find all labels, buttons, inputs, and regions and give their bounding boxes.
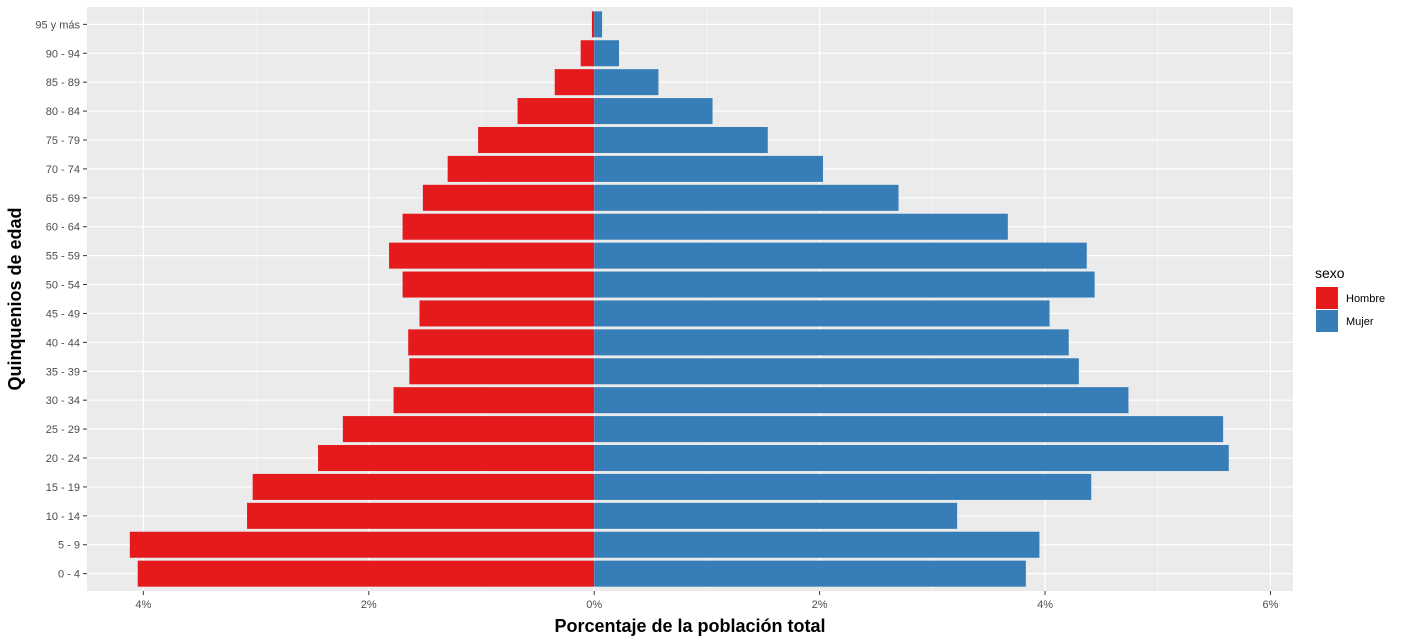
- y-tick-label: 15 - 19: [46, 482, 80, 494]
- bar-mujer: [594, 242, 1087, 269]
- bar-hombre: [342, 416, 595, 443]
- bar-mujer: [594, 531, 1040, 558]
- bar-hombre: [422, 184, 595, 211]
- y-tick-label: 85 - 89: [46, 77, 80, 89]
- bar-mujer: [594, 155, 823, 182]
- x-tick-label: 2%: [361, 599, 377, 611]
- bar-mujer: [594, 445, 1229, 472]
- bar-hombre: [252, 473, 595, 500]
- bars: [129, 11, 1229, 587]
- bar-hombre: [402, 271, 595, 298]
- y-axis: 0 - 4 5 - 9 10 - 14 15 - 19 20 - 24 25 - 29 30…: [35, 19, 87, 581]
- bar-hombre: [580, 40, 595, 67]
- y-tick-label: 40 - 44: [46, 337, 80, 349]
- bar-hombre: [554, 69, 595, 96]
- bar-hombre: [591, 11, 595, 38]
- bar-mujer: [594, 502, 958, 529]
- y-tick-label: 80 - 84: [46, 106, 80, 118]
- y-tick-label: 0 - 4: [58, 569, 80, 581]
- y-tick-label: 5 - 9: [58, 540, 80, 552]
- bar-mujer: [594, 213, 1008, 240]
- x-tick-label: 0%: [586, 599, 602, 611]
- x-tick-label: 6%: [1263, 599, 1279, 611]
- legend: sexo Hombre Mujer: [1315, 265, 1385, 332]
- y-tick-label: 45 - 49: [46, 308, 80, 320]
- bar-mujer: [594, 184, 899, 211]
- y-tick-label: 70 - 74: [46, 164, 80, 176]
- bar-mujer: [594, 387, 1129, 414]
- legend-label: Mujer: [1346, 316, 1374, 328]
- y-tick-label: 90 - 94: [46, 48, 80, 60]
- bar-hombre: [129, 531, 595, 558]
- legend-label: Hombre: [1346, 293, 1385, 305]
- legend-title: sexo: [1315, 265, 1345, 281]
- bar-hombre: [419, 300, 595, 327]
- y-tick-label: 25 - 29: [46, 424, 80, 436]
- bar-hombre: [393, 387, 595, 414]
- y-tick-label: 10 - 14: [46, 511, 80, 523]
- x-tick-label: 4%: [1037, 599, 1053, 611]
- bar-mujer: [594, 40, 619, 67]
- y-tick-label: 35 - 39: [46, 366, 80, 378]
- bar-mujer: [594, 416, 1224, 443]
- bar-hombre: [517, 98, 595, 125]
- legend-key-hombre: [1316, 287, 1338, 309]
- bar-hombre: [478, 126, 595, 153]
- y-axis-title: Quinquenios de edad: [5, 207, 25, 390]
- bar-mujer: [594, 560, 1026, 587]
- x-tick-label: 2%: [812, 599, 828, 611]
- legend-key-mujer: [1316, 310, 1338, 332]
- y-tick-label: 20 - 24: [46, 453, 80, 465]
- bar-hombre: [402, 213, 595, 240]
- bar-hombre: [409, 358, 595, 385]
- bar-mujer: [594, 473, 1092, 500]
- bar-mujer: [594, 11, 603, 38]
- y-tick-label: 75 - 79: [46, 135, 80, 147]
- bar-mujer: [594, 98, 713, 125]
- bar-mujer: [594, 69, 659, 96]
- bar-mujer: [594, 271, 1095, 298]
- bar-hombre: [447, 155, 595, 182]
- x-axis-title: Porcentaje de la población total: [554, 616, 825, 636]
- y-tick-label: 30 - 34: [46, 395, 80, 407]
- bar-hombre: [318, 445, 595, 472]
- bar-hombre: [408, 329, 595, 356]
- y-tick-label: 50 - 54: [46, 280, 80, 292]
- bar-hombre: [247, 502, 595, 529]
- bar-mujer: [594, 329, 1069, 356]
- bar-mujer: [594, 126, 768, 153]
- bar-mujer: [594, 358, 1079, 385]
- y-tick-label: 95 y más: [35, 19, 80, 31]
- y-tick-label: 65 - 69: [46, 193, 80, 205]
- bar-hombre: [137, 560, 595, 587]
- bar-mujer: [594, 300, 1050, 327]
- y-tick-label: 60 - 64: [46, 222, 80, 234]
- bar-hombre: [389, 242, 595, 269]
- y-tick-label: 55 - 59: [46, 251, 80, 263]
- x-axis: 4% 2% 0% 2% 4% 6%: [135, 591, 1279, 611]
- x-tick-label: 4%: [135, 599, 151, 611]
